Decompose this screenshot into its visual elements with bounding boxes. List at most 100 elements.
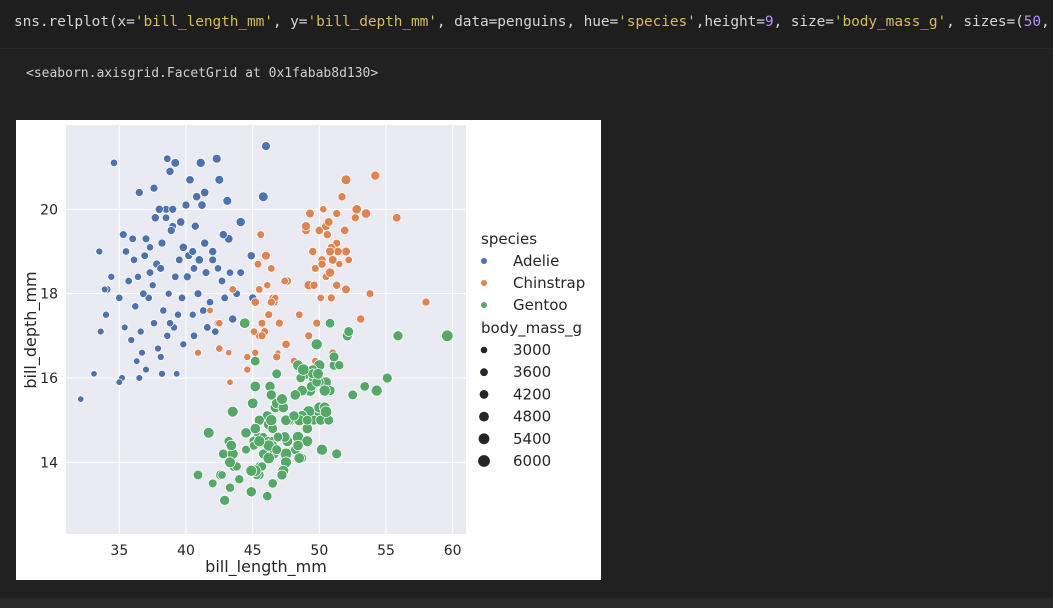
point-chinstrap — [360, 208, 372, 219]
code-token: 'body_mass_g' — [833, 14, 947, 30]
point-chinstrap — [304, 331, 314, 341]
point-adelie — [166, 226, 176, 235]
point-chinstrap — [325, 246, 335, 257]
point-chinstrap — [206, 306, 214, 315]
point-chinstrap — [332, 280, 342, 290]
point-gentoo — [370, 384, 383, 397]
point-chinstrap — [272, 352, 282, 362]
point-gentoo — [250, 355, 261, 367]
code-token: 'bill_depth_mm' — [307, 14, 437, 30]
point-gentoo — [301, 435, 314, 447]
point-adelie — [176, 217, 186, 227]
point-adelie — [142, 365, 150, 374]
point-gentoo — [225, 439, 237, 452]
point-chinstrap — [266, 297, 276, 307]
legend-size-label: 3600 — [513, 363, 551, 381]
scatter-chart: 35 40 45 50 55 60 14 16 18 20 bill_length_mm bil… — [21, 125, 585, 577]
point-gentoo — [334, 360, 345, 371]
point-gentoo — [293, 452, 305, 464]
point-gentoo — [331, 448, 343, 460]
point-gentoo — [219, 494, 231, 506]
legend-label-gentoo: Gentoo — [513, 296, 568, 314]
point-adelie — [188, 310, 197, 319]
point-adelie — [109, 158, 119, 167]
point-chinstrap — [314, 225, 324, 235]
point-adelie — [120, 323, 129, 332]
point-adelie — [222, 196, 233, 206]
point-chinstrap — [256, 230, 265, 239]
point-adelie — [119, 230, 128, 239]
y-tick-label: 18 — [40, 287, 58, 303]
point-adelie — [190, 221, 200, 231]
point-gentoo — [319, 405, 333, 418]
point-gentoo — [226, 405, 239, 418]
code-cell[interactable]: sns.relplot(x='bill_length_mm', y='bill_… — [0, 0, 1053, 49]
point-chinstrap — [228, 285, 237, 294]
point-chinstrap — [319, 205, 328, 214]
point-gentoo — [225, 482, 235, 493]
legend-size-title: body_mass_g — [481, 319, 582, 338]
point-chinstrap — [332, 209, 342, 218]
point-adelie — [171, 272, 180, 281]
point-gentoo — [288, 410, 300, 422]
point-adelie — [115, 378, 123, 386]
code-token: 'bill_length_mm' — [134, 14, 273, 30]
point-chinstrap — [340, 225, 350, 235]
point-adelie — [213, 264, 223, 273]
point-chinstrap — [322, 230, 332, 240]
point-chinstrap — [356, 314, 366, 324]
point-gentoo — [247, 397, 259, 409]
point-chinstrap — [225, 349, 233, 357]
point-adelie — [140, 251, 149, 260]
point-adelie — [100, 285, 109, 294]
point-gentoo — [324, 318, 336, 329]
output-repr-text: <seaborn.axisgrid.FacetGrid at 0x1fabab8… — [26, 66, 379, 81]
point-gentoo — [202, 427, 215, 439]
point-gentoo — [328, 351, 340, 363]
point-chinstrap — [295, 310, 304, 319]
point-gentoo — [240, 427, 252, 439]
point-adelie — [124, 276, 133, 286]
point-adelie — [149, 183, 159, 193]
point-chinstrap — [324, 217, 334, 227]
point-adelie — [181, 200, 191, 210]
legend-size-marker — [480, 368, 488, 377]
point-chinstrap — [264, 310, 274, 320]
legend-size-label: 3000 — [513, 341, 551, 359]
point-chinstrap — [326, 293, 336, 303]
code-line[interactable]: sns.relplot(x='bill_length_mm', y='bill_… — [14, 14, 1053, 30]
point-gentoo — [441, 329, 454, 342]
legend-size-label: 4200 — [513, 385, 551, 403]
point-adelie — [144, 293, 153, 302]
point-gentoo — [272, 431, 284, 443]
point-adelie — [129, 255, 139, 264]
point-adelie — [156, 264, 165, 273]
point-adelie — [95, 247, 104, 256]
code-token: , size= — [773, 14, 834, 30]
legend-marker-gentoo — [481, 302, 487, 308]
point-chinstrap — [261, 250, 271, 261]
point-adelie — [158, 369, 166, 378]
point-adelie — [194, 255, 204, 265]
point-adelie — [182, 272, 192, 282]
point-adelie — [246, 251, 256, 261]
point-chinstrap — [194, 348, 202, 357]
code-token: 9 — [764, 14, 774, 30]
point-adelie — [77, 395, 85, 403]
data-points — [77, 141, 454, 506]
point-adelie — [173, 370, 181, 378]
point-adelie — [188, 247, 197, 256]
point-adelie — [139, 289, 148, 298]
point-chinstrap — [333, 246, 343, 257]
point-adelie — [150, 213, 160, 223]
x-tick-label: 40 — [177, 543, 195, 559]
point-adelie — [148, 281, 157, 290]
point-chinstrap — [257, 331, 267, 341]
point-gentoo — [265, 389, 277, 401]
point-chinstrap — [316, 293, 325, 302]
point-adelie — [134, 188, 144, 197]
point-adelie — [163, 331, 172, 340]
point-adelie — [203, 323, 212, 332]
point-gentoo — [262, 491, 273, 502]
point-gentoo — [316, 443, 328, 456]
